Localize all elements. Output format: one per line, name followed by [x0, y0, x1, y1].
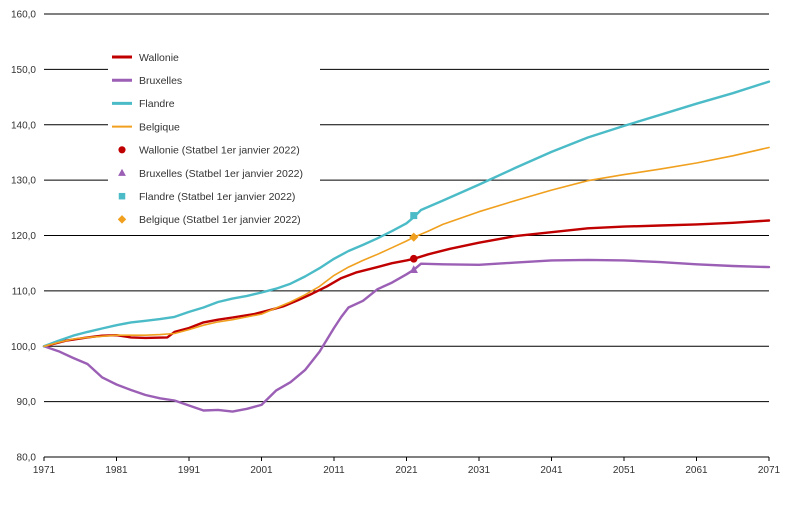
legend-item: Belgique: [112, 121, 180, 133]
legend-marker: [117, 215, 127, 224]
x-tick-label: 2001: [250, 465, 273, 476]
y-tick-label: 140,0: [11, 120, 36, 131]
statbel-points: [409, 212, 419, 273]
series-line-flandre: [42, 80, 771, 348]
x-tick-label: 1991: [178, 465, 201, 476]
y-tick-label: 120,0: [11, 231, 36, 242]
x-tick-label: 1981: [105, 465, 128, 476]
statbel-point-square: [410, 212, 418, 220]
y-tick-label: 130,0: [11, 176, 36, 187]
y-tick-label: 110,0: [12, 286, 37, 297]
x-tick-label: 2021: [395, 465, 418, 476]
y-tick-label: 80,0: [17, 453, 37, 464]
statbel-point-triangle: [409, 265, 418, 273]
legend-label: Wallonie: [139, 52, 179, 64]
legend-label: Bruxelles (Statbel 1er janvier 2022): [139, 168, 303, 180]
x-tick-label: 2051: [613, 465, 636, 476]
legend-marker: [118, 168, 126, 176]
x-tick-label: 2041: [540, 465, 563, 476]
legend-label: Bruxelles: [139, 75, 182, 87]
legend-background: [108, 47, 320, 231]
legend-label: Flandre (Statbel 1er janvier 2022): [139, 191, 295, 203]
legend-item: Bruxelles (Statbel 1er janvier 2022): [118, 168, 303, 180]
legend: Wallonie Bruxelles Flandre Belgique Wallonie…: [108, 47, 320, 231]
series-line-bruxelles: [42, 258, 771, 413]
legend-label: Flandre: [139, 98, 175, 110]
legend-label: Wallonie (Statbel 1er janvier 2022): [139, 145, 300, 157]
statbel-point-diamond: [409, 232, 419, 242]
legend-item: Wallonie (Statbel 1er janvier 2022): [118, 145, 300, 157]
x-tick-label: 2011: [323, 465, 345, 476]
statbel-point-circle: [409, 254, 418, 263]
legend-item: Wallonie: [112, 52, 179, 64]
x-tick-label: 2071: [758, 465, 781, 476]
x-tick-label: 1971: [33, 465, 56, 476]
legend-label: Belgique (Statbel 1er janvier 2022): [139, 214, 301, 226]
legend-item: Flandre: [112, 98, 175, 110]
series-lines: [42, 80, 771, 413]
y-tick-label: 100,0: [11, 342, 36, 353]
series-line-belgique: [43, 146, 770, 348]
x-tick-label: 2031: [468, 465, 491, 476]
legend-item: Bruxelles: [112, 75, 182, 87]
y-tick-label: 160,0: [11, 10, 36, 21]
legend-item: Belgique (Statbel 1er janvier 2022): [117, 214, 301, 226]
legend-item: Flandre (Statbel 1er janvier 2022): [118, 191, 295, 203]
legend-label: Belgique: [139, 121, 180, 133]
y-tick-label: 90,0: [17, 397, 37, 408]
x-tick-label: 2061: [685, 465, 708, 476]
y-tick-label: 150,0: [11, 65, 36, 76]
legend-marker: [118, 146, 126, 154]
series-line-wallonie: [42, 219, 771, 348]
legend-marker: [118, 192, 126, 200]
axes: 80,0 90,0 100,0 110,0 120,0 130,0 140,0 150,0 16…: [11, 10, 781, 477]
